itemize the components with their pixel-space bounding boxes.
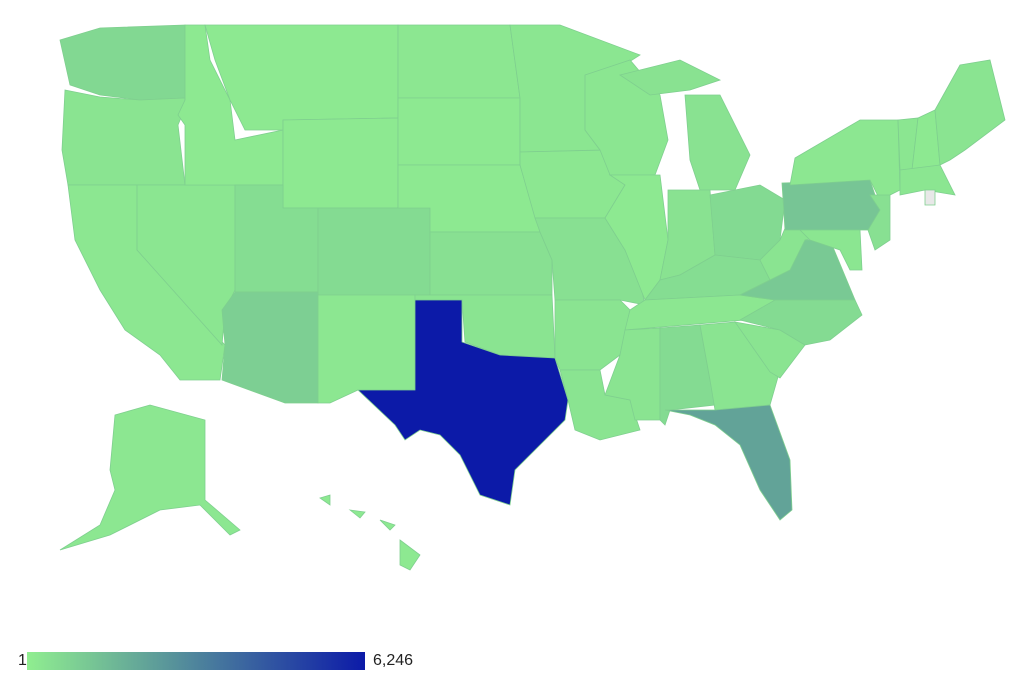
region[interactable] [397, 97, 521, 166]
legend-color-bar [27, 652, 365, 670]
region[interactable] [356, 299, 569, 506]
region[interactable] [429, 231, 553, 296]
region[interactable] [934, 59, 1006, 166]
region[interactable] [799, 229, 863, 271]
region[interactable] [317, 294, 416, 404]
region[interactable] [282, 117, 399, 209]
region[interactable] [734, 321, 806, 379]
map-regions [59, 24, 1006, 571]
region[interactable] [221, 291, 319, 404]
region[interactable] [899, 164, 956, 196]
region[interactable] [781, 179, 881, 231]
region[interactable] [319, 494, 421, 571]
region[interactable] [559, 369, 641, 441]
region[interactable] [59, 404, 241, 551]
region[interactable] [397, 24, 521, 99]
region[interactable] [61, 89, 186, 186]
region[interactable] [924, 189, 936, 206]
region[interactable] [204, 24, 399, 131]
region[interactable] [867, 194, 891, 251]
region[interactable] [317, 207, 431, 296]
region[interactable] [554, 299, 631, 371]
legend-min-label: 1 [18, 652, 27, 669]
region[interactable] [664, 404, 793, 521]
region[interactable] [59, 24, 186, 101]
legend-max-label: 6,246 [373, 652, 413, 669]
